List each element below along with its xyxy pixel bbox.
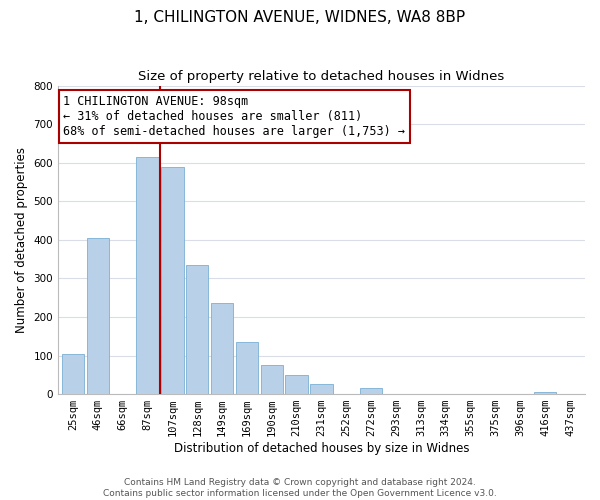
Bar [360, 388, 382, 394]
Bar [286, 375, 308, 394]
Bar [534, 392, 556, 394]
Y-axis label: Number of detached properties: Number of detached properties [15, 147, 28, 333]
Bar [236, 342, 258, 394]
Bar [186, 265, 208, 394]
Text: 1, CHILINGTON AVENUE, WIDNES, WA8 8BP: 1, CHILINGTON AVENUE, WIDNES, WA8 8BP [134, 10, 466, 25]
Bar [161, 166, 184, 394]
Bar [136, 157, 159, 394]
Text: 1 CHILINGTON AVENUE: 98sqm
← 31% of detached houses are smaller (811)
68% of sem: 1 CHILINGTON AVENUE: 98sqm ← 31% of deta… [64, 95, 406, 138]
Bar [260, 365, 283, 394]
Bar [62, 354, 84, 394]
Title: Size of property relative to detached houses in Widnes: Size of property relative to detached ho… [139, 70, 505, 83]
Bar [211, 304, 233, 394]
Bar [310, 384, 333, 394]
Bar [86, 238, 109, 394]
Text: Contains HM Land Registry data © Crown copyright and database right 2024.
Contai: Contains HM Land Registry data © Crown c… [103, 478, 497, 498]
X-axis label: Distribution of detached houses by size in Widnes: Distribution of detached houses by size … [174, 442, 469, 455]
